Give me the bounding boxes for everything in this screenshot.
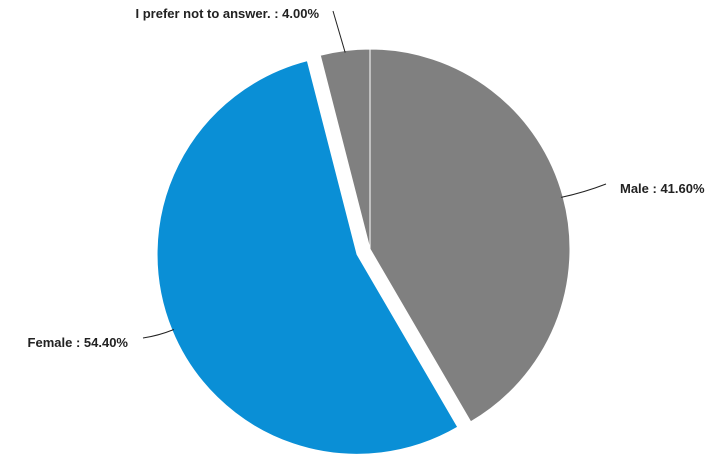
leader-lines [142,10,607,339]
slice-label-prefer-not-to-answer: I prefer not to answer. : 4.00% [136,6,320,21]
leader-line-female [142,329,175,339]
pie-slices [156,48,571,454]
slice-label-male: Male : 41.60% [620,181,705,196]
slice-label-female: Female : 54.40% [28,335,129,350]
leader-line-male [561,183,607,198]
leader-line-prefer-not-to-answer [332,10,346,53]
slice-labels: Male : 41.60% Female : 54.40% I prefer n… [28,6,705,350]
